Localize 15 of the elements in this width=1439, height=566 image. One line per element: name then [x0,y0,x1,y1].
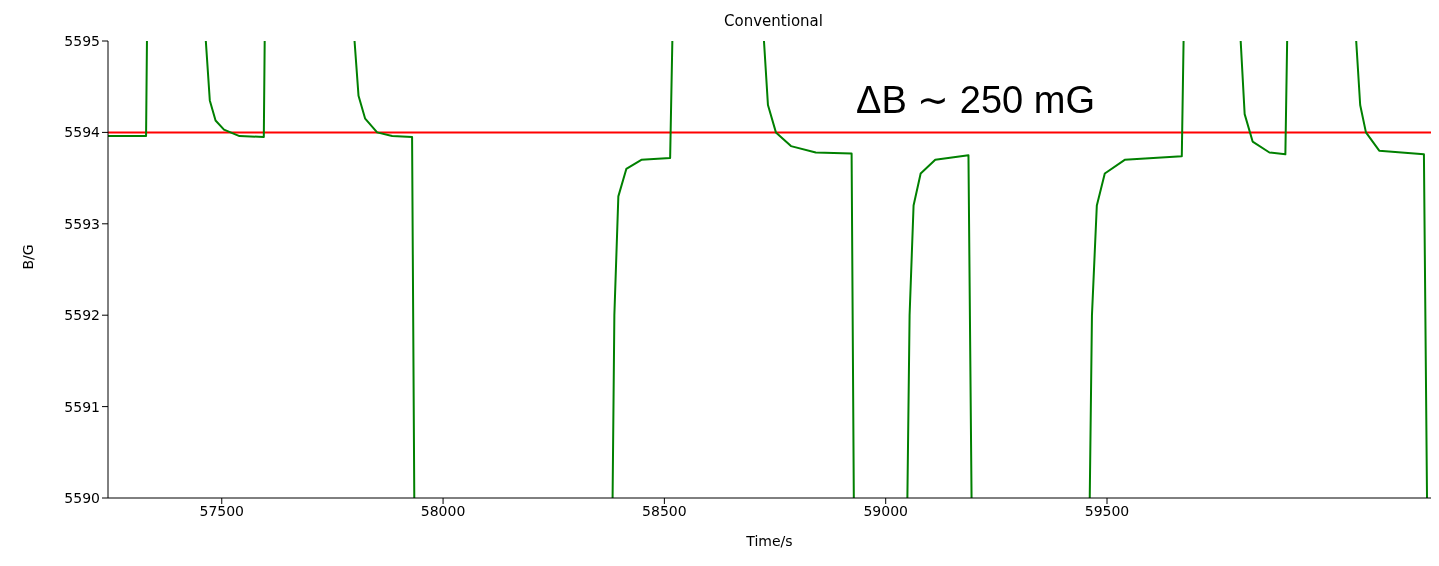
x-tick-label: 58500 [642,502,687,519]
x-tick-label: 59500 [1084,502,1130,519]
x-axis-title: Time/s [745,533,793,549]
y-tick-label: 5590 [64,489,100,506]
y-tick-label: 5595 [64,32,100,49]
annotation: ΔB ∼ 250 mG [856,78,1096,122]
x-tick-label: 58000 [420,502,466,519]
y-tick-label: 5593 [64,215,100,232]
y-tick-label: 5594 [64,124,101,141]
y-tick-label: 5591 [64,398,100,415]
x-tick-label: 59000 [863,502,908,519]
y-axis-title: B/G [19,244,36,270]
chart-title: Conventional [723,12,824,30]
x-tick-label: 57500 [199,502,245,519]
y-tick-label: 5592 [64,307,100,324]
